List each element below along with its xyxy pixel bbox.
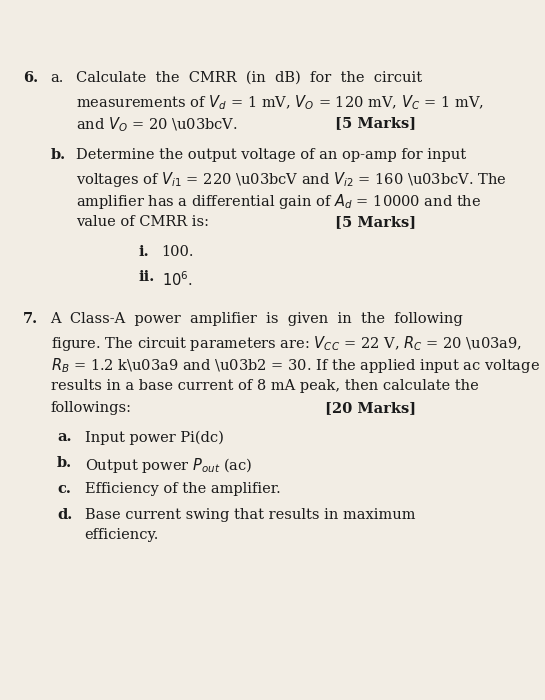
Text: b.: b. xyxy=(51,148,65,162)
Text: measurements of $V_d$ = 1 mV, $V_O$ = 120 mV, $V_C$ = 1 mV,: measurements of $V_d$ = 1 mV, $V_O$ = 12… xyxy=(76,93,484,112)
Text: Calculate  the  CMRR  (in  dB)  for  the  circuit: Calculate the CMRR (in dB) for the circu… xyxy=(76,71,422,85)
Text: [5 Marks]: [5 Marks] xyxy=(335,116,416,130)
Text: a.: a. xyxy=(57,430,71,444)
Text: efficiency.: efficiency. xyxy=(84,528,159,542)
Text: voltages of $V_{i1}$ = 220 \u03bcV and $V_{i2}$ = 160 \u03bcV. The: voltages of $V_{i1}$ = 220 \u03bcV and $… xyxy=(76,170,507,189)
Text: [20 Marks]: [20 Marks] xyxy=(325,401,416,415)
Text: Base current swing that results in maximum: Base current swing that results in maxim… xyxy=(84,508,415,522)
Text: $10^6$.: $10^6$. xyxy=(161,270,192,288)
Text: 7.: 7. xyxy=(23,312,38,326)
Text: and $V_O$ = 20 \u03bcV.: and $V_O$ = 20 \u03bcV. xyxy=(76,116,238,134)
Text: amplifier has a differential gain of $A_d$ = 10000 and the: amplifier has a differential gain of $A_… xyxy=(76,193,481,211)
Text: 6.: 6. xyxy=(23,71,38,85)
Text: followings:: followings: xyxy=(51,401,131,415)
Text: d.: d. xyxy=(57,508,72,522)
Text: 100.: 100. xyxy=(161,246,194,260)
Text: value of CMRR is:: value of CMRR is: xyxy=(76,215,209,229)
Text: ii.: ii. xyxy=(138,270,154,284)
Text: [5 Marks]: [5 Marks] xyxy=(335,215,416,229)
Text: Output power $P_{out}$ (ac): Output power $P_{out}$ (ac) xyxy=(84,456,252,475)
Text: figure. The circuit parameters are: $V_{CC}$ = 22 V, $R_C$ = 20 \u03a9,: figure. The circuit parameters are: $V_{… xyxy=(51,334,522,353)
Text: c.: c. xyxy=(57,482,71,496)
Text: Efficiency of the amplifier.: Efficiency of the amplifier. xyxy=(84,482,281,496)
Text: b.: b. xyxy=(57,456,72,470)
Text: Input power Pi(dc): Input power Pi(dc) xyxy=(84,430,223,444)
Text: i.: i. xyxy=(138,246,149,260)
Text: $R_B$ = 1.2 k\u03a9 and \u03b2 = 30. If the applied input ac voltage: $R_B$ = 1.2 k\u03a9 and \u03b2 = 30. If … xyxy=(51,356,540,375)
Text: results in a base current of 8 mA peak, then calculate the: results in a base current of 8 mA peak, … xyxy=(51,379,479,393)
Text: A  Class-A  power  amplifier  is  given  in  the  following: A Class-A power amplifier is given in th… xyxy=(51,312,463,326)
Text: Determine the output voltage of an op-amp for input: Determine the output voltage of an op-am… xyxy=(76,148,467,162)
Text: a.: a. xyxy=(51,71,64,85)
